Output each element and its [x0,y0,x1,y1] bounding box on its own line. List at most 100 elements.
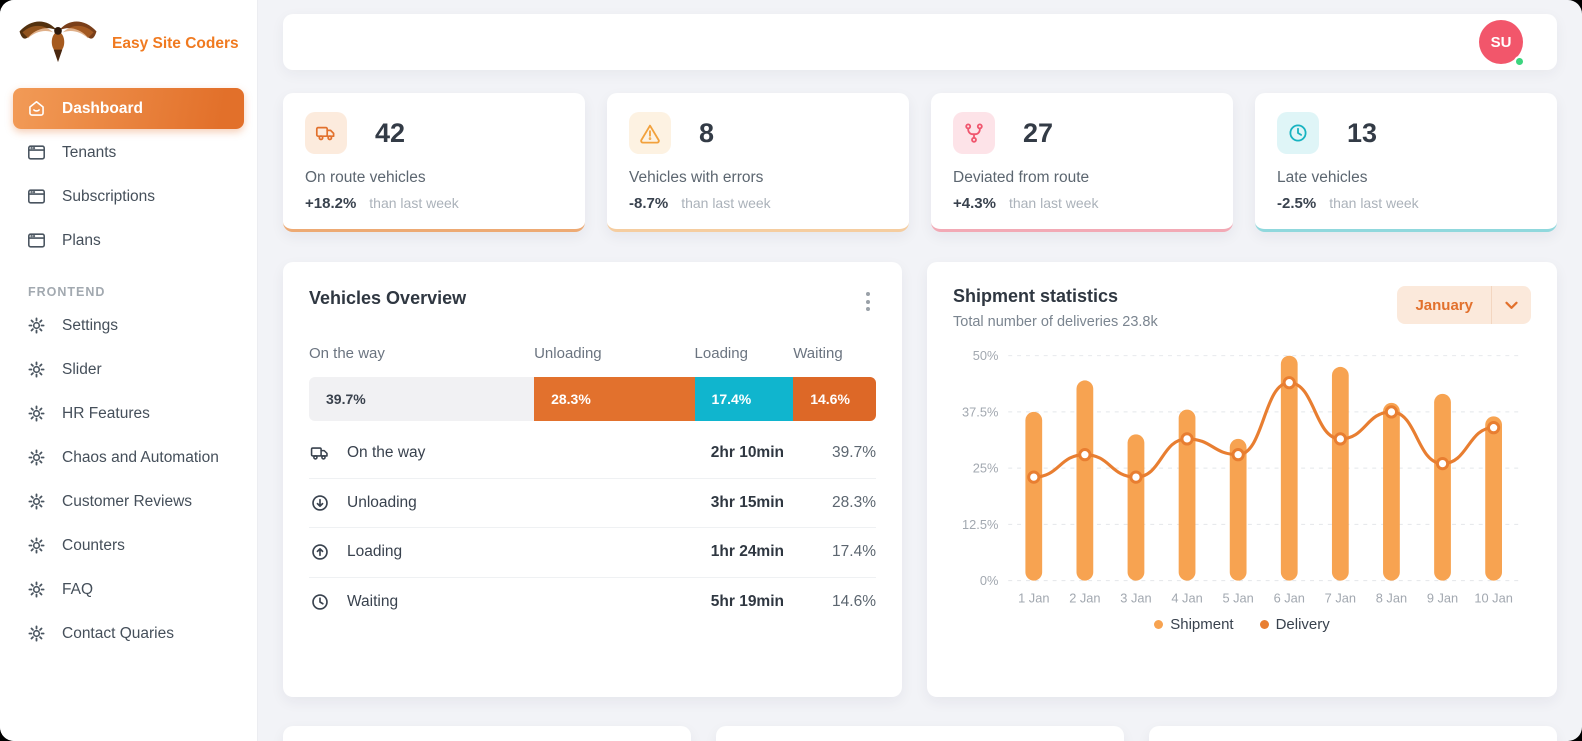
sidebar-item[interactable]: Settings [13,305,244,346]
home-icon [26,98,47,119]
column-header: Loading [694,345,748,362]
svg-text:2 Jan: 2 Jan [1069,590,1100,605]
gear-icon [26,535,47,556]
stat-delta: -2.5% [1277,195,1317,212]
shipment-chart: 0% 12.5% 25% 37.5% 50% 1 Jan 2 Jan 3 Jan 4 Jan 5 … [962,348,1520,605]
sidebar-item-label: Counters [62,536,125,554]
vehicles-row: Unloading 3hr 15min 28.3% [309,479,876,528]
vehicles-rows: On the way 2hr 10min 39.7% Unloading 3hr… [309,429,876,627]
legend-dot [1154,620,1164,629]
svg-text:5 Jan: 5 Jan [1222,590,1253,605]
stat-delta: +18.2% [305,195,357,212]
truck-icon [309,442,331,464]
arrow-up-circle-icon [309,541,331,563]
stat-value: 42 [375,117,406,148]
row-label: Waiting [347,593,399,611]
vehicles-overview-card: Vehicles Overview On the way Unloading L… [283,262,902,697]
brand-name: Easy Site Coders [112,34,239,52]
sidebar-item[interactable]: Slider [13,349,244,390]
arrow-down-circle-icon [309,492,331,514]
sidebar-item[interactable]: Chaos and Automation [13,437,244,478]
stat-delta-note: than last week [1329,195,1419,211]
shipment-title: Shipment statistics [953,286,1119,306]
sidebar-item[interactable]: Plans [13,220,244,261]
legend-label: Delivery [1275,616,1330,633]
eagle-logo [14,16,102,71]
legend-label: Shipment [1170,616,1234,633]
stat-card: 27 Deviated from route +4.3% than last w… [931,93,1233,232]
row-duration: 3hr 15min [710,493,784,511]
chevron-down-icon [1492,301,1531,310]
column-header: Waiting [793,345,843,362]
column-header: Unloading [534,345,602,362]
stat-label: Vehicles with errors [629,169,764,186]
row-percent: 28.3% [832,493,876,511]
sidebar-item[interactable]: Subscriptions [13,176,244,217]
sidebar-item-label: HR Features [62,404,150,422]
sidebar-item-label: Tenants [62,143,117,161]
svg-text:6 Jan: 6 Jan [1274,590,1305,605]
bottom-cards-row [283,726,1557,741]
legend-item: Delivery [1259,616,1330,633]
stat-delta-note: than last week [1008,195,1099,211]
column-header: On the way [309,345,385,362]
sidebar-item[interactable]: Dashboard [13,88,244,129]
stat-card: 13 Late vehicles -2.5% than last week [1255,93,1557,232]
svg-text:7 Jan: 7 Jan [1325,590,1356,605]
window-icon [26,230,47,251]
svg-text:4 Jan: 4 Jan [1171,590,1202,605]
truck-icon [305,112,347,154]
gear-icon [26,447,47,468]
stat-card: 8 Vehicles with errors -8.7% than last w… [607,93,909,232]
sidebar-item[interactable]: HR Features [13,393,244,434]
stat-value: 27 [1023,117,1054,148]
gear-icon [26,491,47,512]
svg-text:50%: 50% [973,348,999,363]
svg-text:12.5%: 12.5% [962,517,998,532]
legend-item: Shipment [1154,616,1234,633]
row-percent: 39.7% [832,444,876,462]
window-icon [26,142,47,163]
gear-icon [26,315,47,336]
vehicles-row: Loading 1hr 24min 17.4% [309,528,876,578]
vehicles-stacked-bar: 39.7% 28.3% 17.4% 14.6% [309,377,876,421]
sidebar-item[interactable]: FAQ [13,569,244,610]
svg-text:1 Jan: 1 Jan [1018,590,1049,605]
gear-icon [26,623,47,644]
window-icon [26,186,47,207]
shipment-subtitle: Total number of deliveries 23.8k [953,314,1158,330]
row-label: Loading [347,543,403,561]
gear-icon [26,579,47,600]
chart-legend: Shipment Delivery [953,616,1531,633]
row-label: Unloading [347,493,417,511]
sidebar-item[interactable]: Contact Quaries [13,613,244,654]
vehicles-row: On the way 2hr 10min 39.7% [309,429,876,479]
row-duration: 2hr 10min [710,444,784,462]
clock-icon [309,591,331,613]
stat-label: Late vehicles [1277,169,1368,186]
clock-icon [1277,112,1319,154]
sidebar: Easy Site Coders Dashboard Tenants Subsc… [0,0,258,741]
user-avatar[interactable]: SU [1479,20,1525,67]
sidebar-item[interactable]: Customer Reviews [13,481,244,522]
svg-text:10 Jan: 10 Jan [1474,590,1512,605]
row-label: On the way [347,444,426,462]
stat-label: On route vehicles [305,169,426,186]
card [283,726,691,741]
sidebar-item-label: Plans [62,231,101,249]
sidebar-item[interactable]: Counters [13,525,244,566]
stacked-bar-segment: 17.4% [694,377,794,421]
sidebar-item-label: Customer Reviews [62,492,193,510]
shipment-statistics-card: Shipment statistics Total number of deli… [927,262,1557,697]
route-branch-icon [953,112,995,154]
brand: Easy Site Coders [0,8,257,85]
sidebar-item[interactable]: Tenants [13,132,244,173]
svg-text:25%: 25% [973,461,999,476]
month-filter-button[interactable]: January [1397,286,1531,324]
sidebar-item-label: Dashboard [62,99,143,117]
sidebar-section-label: FRONTEND [28,285,106,299]
kebab-menu-icon[interactable] [860,288,876,315]
vehicles-row: Waiting 5hr 19min 14.6% [309,578,876,628]
legend-dot [1259,620,1269,629]
